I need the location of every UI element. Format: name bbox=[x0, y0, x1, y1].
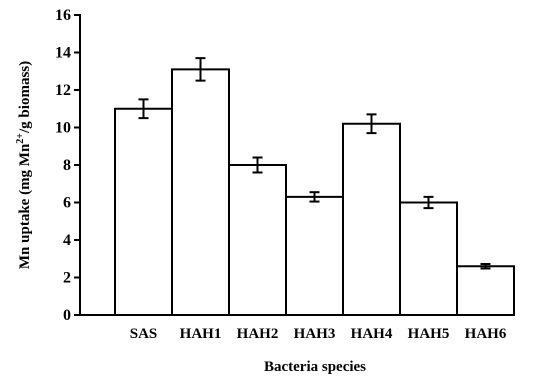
y-tick-label: 16 bbox=[55, 7, 71, 24]
y-tick-label: 12 bbox=[55, 82, 71, 99]
bar bbox=[285, 195, 344, 316]
y-axis-title-main: Mn uptake (mg Mn bbox=[17, 143, 33, 269]
x-axis-title: Bacteria species bbox=[264, 359, 366, 375]
y-tick-label: 6 bbox=[63, 195, 71, 212]
bar bbox=[399, 201, 458, 316]
y-tick-label: 14 bbox=[55, 45, 71, 62]
y-tick-label: 4 bbox=[63, 232, 71, 249]
y-tick-label: 2 bbox=[63, 270, 71, 287]
category-label: HAH6 bbox=[465, 326, 507, 342]
category-label: HAH1 bbox=[180, 326, 222, 342]
bar bbox=[228, 164, 287, 316]
bars bbox=[114, 57, 515, 316]
category-label: HAH2 bbox=[237, 326, 279, 342]
category-label: SAS bbox=[130, 326, 158, 342]
y-axis-title-unit: /g biomass) bbox=[17, 61, 33, 134]
y-ticks: 0 2 4 6 8 10 12 14 16 bbox=[55, 7, 80, 324]
y-axis-title-superscript: 2+ bbox=[15, 133, 26, 144]
category-label: HAH4 bbox=[351, 326, 393, 342]
bar bbox=[114, 107, 173, 316]
y-tick-label: 10 bbox=[55, 120, 71, 137]
y-axis-title: Mn uptake (mg Mn2+/g biomass) bbox=[15, 61, 33, 269]
bar bbox=[171, 68, 230, 316]
bar bbox=[342, 122, 401, 316]
category-label: HAH5 bbox=[408, 326, 450, 342]
y-tick-label: 0 bbox=[63, 307, 71, 324]
y-tick-label: 8 bbox=[63, 157, 71, 174]
category-label: HAH3 bbox=[294, 326, 336, 342]
category-labels: SAS HAH1 HAH2 HAH3 HAH4 HAH5 HAH6 bbox=[130, 326, 507, 342]
bar bbox=[456, 265, 515, 316]
